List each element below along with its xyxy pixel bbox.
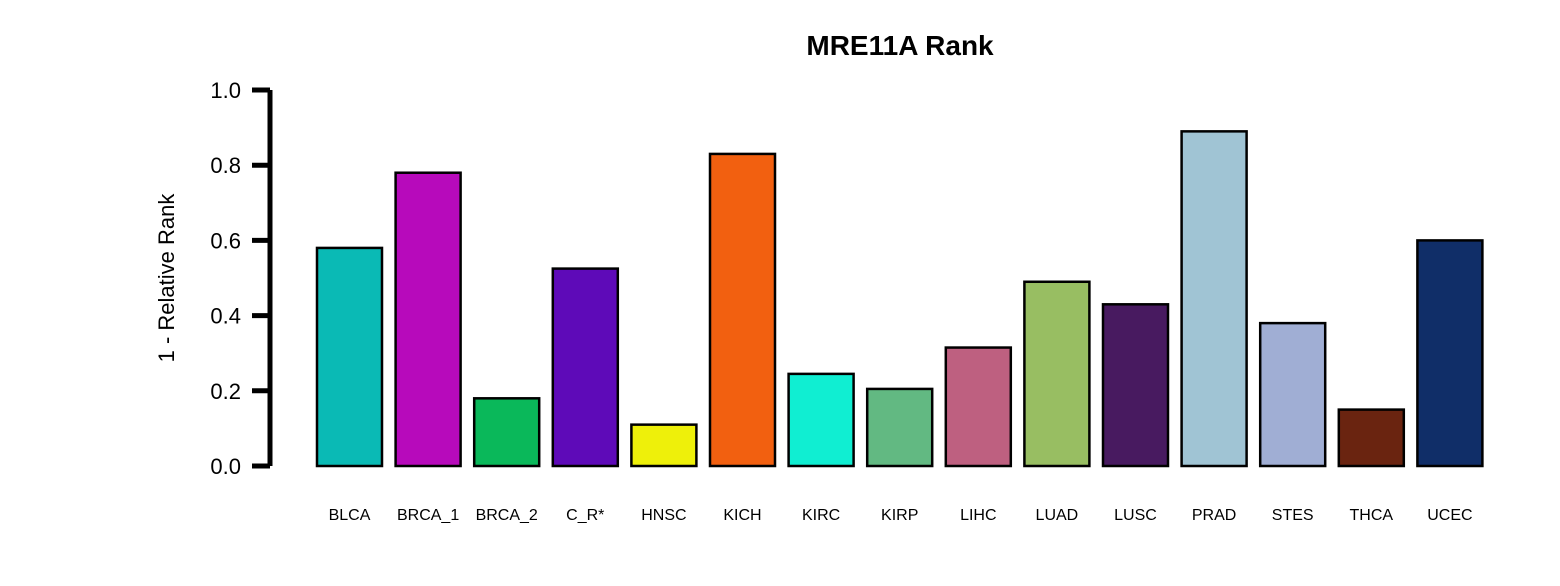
bar-blca [315, 246, 384, 468]
y-axis-label: 1 - Relative Rank [154, 193, 179, 363]
x-tick-label: LUAD [1036, 507, 1079, 524]
bar-kirp [865, 387, 934, 468]
bar-kirc [787, 372, 855, 468]
bar-prad [1180, 130, 1248, 468]
x-tick-label: KIRP [881, 507, 918, 524]
bar-hnsc [630, 423, 698, 468]
bar-ucec [1416, 239, 1484, 468]
x-tick-label: BRCA_1 [397, 507, 459, 524]
bar-lihc [944, 346, 1013, 468]
bar-kich [708, 152, 777, 468]
x-tick-label: LUSC [1114, 507, 1157, 524]
bar-lusc [1101, 303, 1170, 468]
x-axis-labels: BLCA BRCA_1 BRCA_2 C_R* HNSC KICH KIRC KIRP LIHC… [329, 507, 1473, 524]
bar-luad [1023, 280, 1091, 468]
bar-c-r [551, 267, 620, 468]
y-tick-label: 0.2 [210, 379, 241, 404]
chart-title: MRE11A Rank [806, 30, 994, 61]
bar-thca [1337, 408, 1406, 468]
x-tick-label: C_R* [566, 507, 604, 524]
x-tick-label: KIRC [802, 507, 840, 524]
y-tick-label: 0.0 [210, 454, 241, 479]
x-tick-label: HNSC [641, 507, 686, 524]
x-tick-label: THCA [1350, 507, 1394, 524]
x-tick-label: KICH [723, 507, 761, 524]
x-tick-label: STES [1272, 507, 1314, 524]
x-tick-label: PRAD [1192, 507, 1236, 524]
y-tick-label: 0.4 [210, 304, 241, 329]
y-axis-ticks: 0.0 0.2 0.4 0.6 0.8 1.0 [210, 78, 270, 479]
bar-brca-1 [394, 171, 462, 468]
x-tick-label: BLCA [329, 507, 371, 524]
bars [315, 130, 1484, 468]
bar-stes [1258, 321, 1327, 468]
x-tick-label: UCEC [1427, 507, 1472, 524]
x-tick-label: LIHC [960, 507, 996, 524]
y-tick-label: 1.0 [210, 78, 241, 103]
y-tick-label: 0.8 [210, 153, 241, 178]
x-tick-label: BRCA_2 [476, 507, 538, 524]
bar-brca-2 [472, 397, 541, 468]
y-tick-label: 0.6 [210, 228, 241, 253]
